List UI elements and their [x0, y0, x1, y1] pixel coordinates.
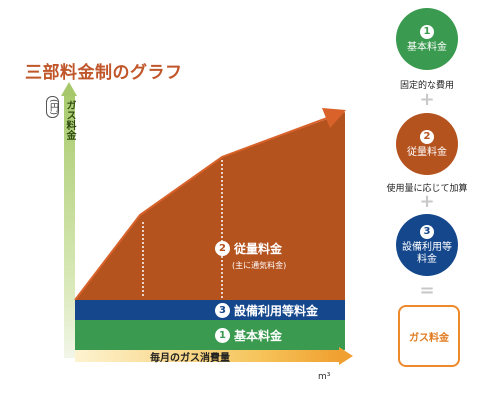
usage-fee-caption: 使用量に応じて加算	[386, 184, 468, 194]
x-axis-label: 毎月のガス消費量	[150, 353, 230, 364]
basic-fee-circle: 1 基本料金	[396, 8, 458, 70]
usage-fee-circle-text: 従量料金	[407, 146, 447, 158]
y-axis-unit: (円)	[46, 96, 59, 119]
facility-fee-text: 設備利用等料金	[234, 304, 319, 318]
number-1-icon: 1	[420, 24, 434, 39]
facility-fee-label: 3 設備利用等料金	[215, 302, 318, 319]
total-gas-fee-box: ガス料金	[398, 305, 460, 367]
usage-line	[74, 114, 336, 301]
number-1-icon: 1	[215, 328, 230, 343]
number-3-icon: 3	[420, 224, 434, 239]
usage-fee-area	[75, 112, 345, 300]
basic-fee-text: 基本料金	[234, 329, 283, 343]
facility-fee-circle-text: 設備利用等料金	[402, 241, 452, 265]
number-3-icon: 3	[215, 303, 230, 318]
number-2-icon: 2	[420, 129, 434, 144]
y-axis-bar	[64, 96, 75, 358]
usage-arrow-icon	[322, 108, 346, 128]
page-title: 三部料金制のグラフ	[25, 63, 183, 83]
basic-fee-band	[75, 320, 345, 350]
x-axis-arrow-icon	[339, 347, 353, 365]
usage-fee-label: 2 従量料金	[215, 240, 282, 257]
facility-fee-circle: 3 設備利用等料金	[396, 214, 458, 276]
x-axis-bar	[75, 350, 339, 362]
plus-icon: +	[419, 89, 435, 110]
plus-icon: +	[419, 191, 435, 212]
facility-fee-band	[75, 300, 345, 320]
y-axis-label: ガス料金	[64, 100, 75, 140]
equals-icon: =	[419, 280, 435, 301]
basic-fee-label: 1 基本料金	[215, 327, 282, 344]
y-axis-arrow-icon	[61, 82, 77, 96]
usage-fee-note: (主に通気料金)	[232, 261, 287, 270]
number-2-icon: 2	[215, 241, 230, 256]
usage-fee-circle: 2 従量料金	[396, 113, 458, 175]
basic-fee-circle-text: 基本料金	[407, 41, 447, 53]
x-axis-unit: m³	[318, 372, 331, 382]
basic-fee-caption: 固定的な費用	[399, 81, 454, 91]
usage-fee-text: 従量料金	[234, 242, 283, 256]
